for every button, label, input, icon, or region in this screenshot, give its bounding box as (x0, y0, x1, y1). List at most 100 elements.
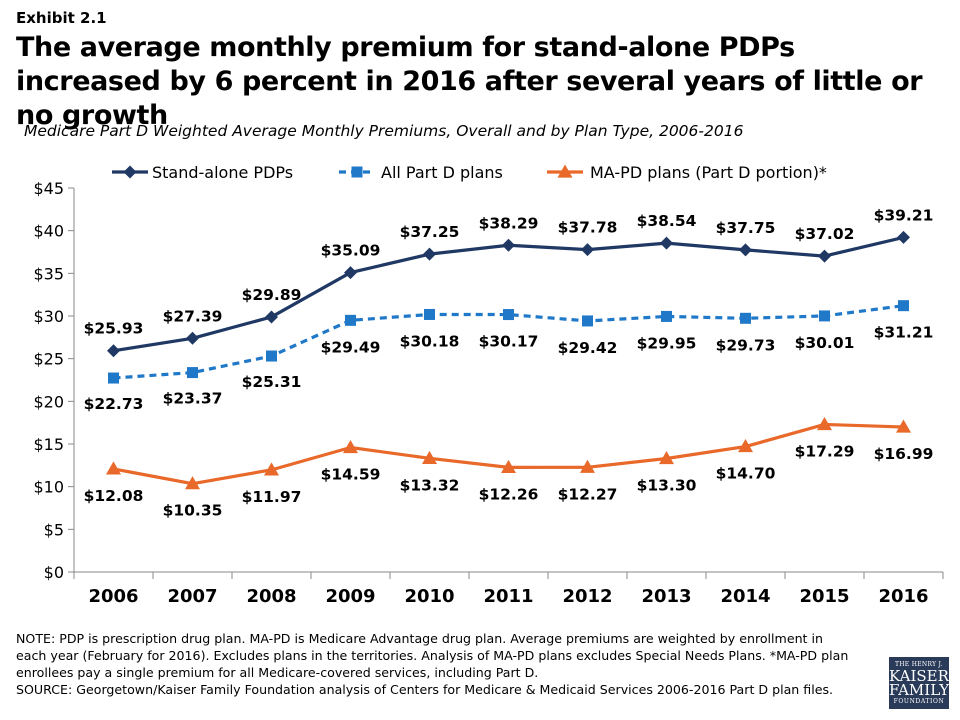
data-label: $11.97 (242, 488, 302, 506)
legend-label: MA-PD plans (Part D portion)* (590, 163, 827, 182)
x-tick-label: 2011 (483, 586, 533, 607)
data-point (344, 266, 357, 280)
data-point (740, 312, 751, 324)
data-label: $29.49 (321, 338, 381, 356)
data-point (738, 439, 753, 453)
data-point (266, 350, 277, 362)
data-label: $38.29 (479, 214, 539, 232)
data-label: $37.75 (716, 219, 776, 237)
data-point (265, 310, 278, 324)
data-point (424, 308, 435, 320)
data-label: $37.25 (400, 223, 460, 241)
data-label: $29.73 (716, 336, 776, 354)
data-point (343, 439, 358, 454)
x-tick-label: 2012 (562, 586, 612, 607)
data-point (659, 451, 674, 465)
legend-marker (351, 166, 363, 178)
y-tick-label: $15 (33, 435, 64, 454)
note-line-1: NOTE: PDP is prescription drug plan. MA-… (16, 631, 823, 646)
data-point (501, 459, 516, 474)
data-label: $12.27 (558, 485, 618, 503)
logo-line-4: FOUNDATION (893, 698, 945, 705)
y-tick-label: $25 (33, 350, 64, 369)
source-line: SOURCE: Georgetown/Kaiser Family Foundat… (16, 682, 834, 697)
y-tick-label: $10 (33, 478, 64, 497)
data-point (661, 310, 672, 322)
chart-series (106, 230, 911, 490)
data-point (896, 419, 911, 433)
chart-data-labels: $25.93 $27.39 $29.89 $35.09 $37.25 $38.29 $37.… (84, 206, 934, 519)
data-point (819, 310, 830, 322)
y-tick-label: $0 (44, 563, 64, 582)
x-tick-label: 2008 (246, 586, 296, 607)
logo-line-1: THE HENRY J. (894, 661, 944, 668)
x-tick-label: 2015 (799, 586, 849, 607)
data-label: $16.99 (874, 445, 934, 463)
y-tick-label: $35 (33, 264, 64, 283)
logo-line-2: KAISER (889, 667, 949, 685)
y-tick-label: $20 (33, 392, 64, 411)
x-tick-label: 2009 (325, 586, 375, 607)
data-label: $13.32 (400, 476, 460, 494)
data-label: $30.18 (400, 332, 460, 350)
x-tick-label: 2007 (167, 586, 217, 607)
data-label: $13.30 (637, 477, 697, 495)
data-label: $30.17 (479, 333, 539, 351)
x-tick-label: 2006 (88, 586, 138, 607)
data-point (503, 309, 514, 321)
data-point (185, 476, 200, 490)
y-tick-label: $5 (44, 520, 64, 539)
data-label: $14.59 (321, 465, 381, 483)
data-point (502, 238, 515, 252)
y-tick-label: $30 (33, 307, 64, 326)
data-point (423, 247, 436, 261)
data-label: $31.21 (874, 324, 934, 342)
data-point (106, 461, 121, 475)
data-label: $35.09 (321, 242, 381, 260)
data-label: $29.95 (637, 334, 697, 352)
legend-label: All Part D plans (381, 163, 503, 182)
kff-logo: THE HENRY J. KAISER FAMILY FOUNDATION (889, 657, 949, 709)
data-label: $23.37 (163, 390, 223, 408)
data-point (582, 315, 593, 327)
data-label: $12.08 (84, 487, 144, 505)
data-point (817, 416, 832, 431)
data-point (187, 367, 198, 379)
data-label: $29.42 (558, 339, 618, 357)
chart-axes: $0 $5 $10 $15 $20 $25 $30 $35 $40 $45 2006 2007 2008… (33, 179, 944, 607)
data-point (581, 243, 594, 257)
chart-subtitle: Medicare Part D Weighted Average Monthly… (24, 122, 744, 140)
series-line-2 (113, 304, 904, 380)
legend-marker (123, 165, 137, 179)
exhibit-label: Exhibit 2.1 (16, 9, 107, 27)
legend-marker (557, 164, 573, 178)
data-label: $27.39 (163, 307, 223, 325)
x-tick-label: 2013 (641, 586, 691, 607)
data-point (898, 300, 909, 312)
data-label: $12.26 (479, 485, 539, 503)
chart-title: The average monthly premium for stand-al… (16, 32, 923, 131)
logo-line-3: FAMILY (889, 681, 950, 699)
data-label: $37.02 (795, 225, 855, 243)
series-line-3 (113, 422, 904, 486)
x-tick-label: 2014 (720, 586, 770, 607)
x-tick-label: 2010 (404, 586, 454, 607)
chart-legend: Stand-alone PDPs All Part D plans MA-PD pl… (112, 163, 827, 182)
data-label: $29.89 (242, 286, 302, 304)
data-label: $22.73 (84, 395, 144, 413)
data-point (897, 230, 910, 244)
note-line-2: each year (February for 2016). Excludes … (16, 648, 849, 663)
data-label: $14.70 (716, 465, 776, 483)
data-label: $17.29 (795, 442, 855, 460)
data-label: $25.93 (84, 320, 144, 338)
data-point (660, 236, 673, 250)
data-point (818, 249, 831, 263)
legend-label: Stand-alone PDPs (152, 163, 293, 182)
x-tick-label: 2016 (878, 586, 928, 607)
data-point (264, 462, 279, 476)
note-line-3: enrollees pay a single premium for all M… (16, 665, 539, 680)
chart-notes: NOTE: PDP is prescription drug plan. MA-… (16, 630, 876, 698)
data-point (108, 372, 119, 384)
data-point (345, 314, 356, 326)
